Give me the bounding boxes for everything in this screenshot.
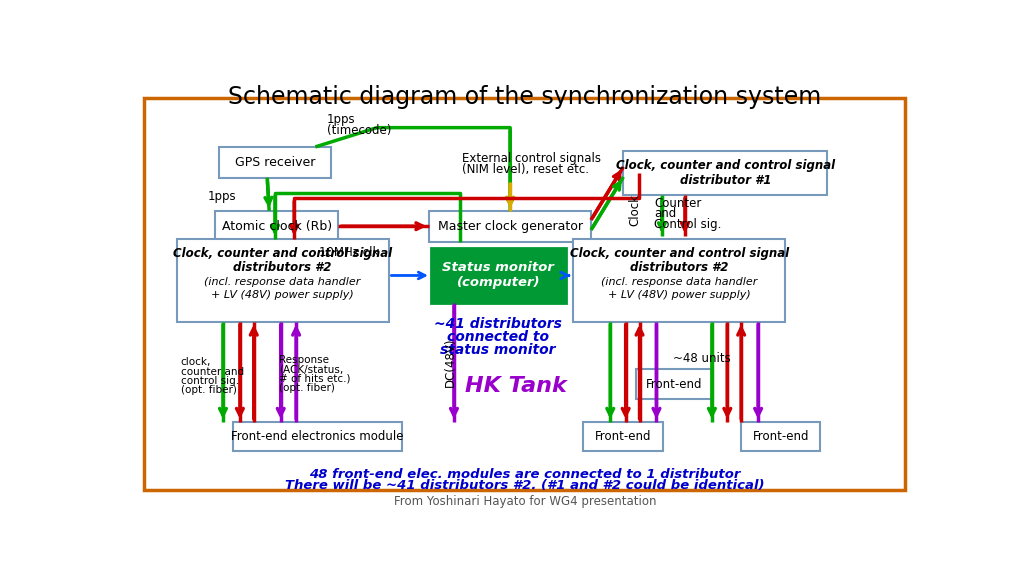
Text: 1pps: 1pps: [208, 191, 237, 203]
Text: distributors #2: distributors #2: [630, 260, 728, 274]
Text: DC(48V): DC(48V): [443, 338, 457, 387]
FancyBboxPatch shape: [219, 147, 331, 177]
Text: (computer): (computer): [457, 276, 540, 289]
Text: Counter: Counter: [654, 196, 701, 210]
FancyBboxPatch shape: [624, 151, 827, 195]
Text: distributors #2: distributors #2: [233, 260, 332, 274]
Text: counter and: counter and: [180, 367, 244, 377]
Text: (incl. response data handler: (incl. response data handler: [601, 278, 758, 287]
Text: Clock, counter and control signal: Clock, counter and control signal: [173, 248, 392, 260]
Text: Clock, counter and control signal: Clock, counter and control signal: [615, 159, 835, 172]
FancyBboxPatch shape: [177, 238, 388, 321]
FancyBboxPatch shape: [429, 211, 591, 241]
FancyBboxPatch shape: [172, 332, 870, 471]
FancyBboxPatch shape: [215, 211, 339, 241]
Text: 48 front-end elec. modules are connected to 1 distributor: 48 front-end elec. modules are connected…: [309, 468, 740, 480]
Text: Master clock generator: Master clock generator: [437, 219, 583, 233]
Text: Front-end: Front-end: [595, 430, 651, 443]
Text: (NIM level), reset etc.: (NIM level), reset etc.: [462, 163, 589, 176]
Text: (ACK/status,: (ACK/status,: [280, 365, 343, 374]
Text: GPS receiver: GPS receiver: [234, 156, 315, 169]
FancyBboxPatch shape: [233, 422, 402, 451]
Text: 10MHz clk: 10MHz clk: [319, 246, 380, 259]
Text: Control sig.: Control sig.: [654, 218, 722, 231]
Text: Response: Response: [280, 355, 329, 365]
Text: (incl. response data handler: (incl. response data handler: [205, 278, 360, 287]
Text: Front-end electronics module: Front-end electronics module: [231, 430, 403, 443]
Text: + LV (48V) power supply): + LV (48V) power supply): [608, 290, 751, 300]
Text: ~48 units: ~48 units: [674, 352, 731, 365]
FancyBboxPatch shape: [431, 248, 565, 303]
FancyBboxPatch shape: [144, 98, 905, 490]
Text: # of hits etc.): # of hits etc.): [280, 374, 350, 384]
Text: Atomic clock (Rb): Atomic clock (Rb): [222, 219, 332, 233]
Text: (opt. fiber): (opt. fiber): [180, 385, 237, 395]
Text: status monitor: status monitor: [440, 343, 556, 357]
Text: There will be ~41 distributors #2. (#1 and #2 could be identical): There will be ~41 distributors #2. (#1 a…: [285, 479, 765, 492]
FancyBboxPatch shape: [636, 369, 713, 399]
Text: ~41 distributors: ~41 distributors: [434, 317, 562, 331]
Text: Front-end: Front-end: [646, 377, 702, 391]
Text: Status monitor: Status monitor: [442, 260, 554, 274]
Text: clock,: clock,: [180, 358, 211, 367]
Text: Clock, counter and control signal: Clock, counter and control signal: [569, 248, 788, 260]
Text: Schematic diagram of the synchronization system: Schematic diagram of the synchronization…: [228, 85, 821, 109]
Text: Clock: Clock: [629, 194, 641, 226]
FancyBboxPatch shape: [584, 422, 663, 451]
FancyBboxPatch shape: [741, 422, 820, 451]
Text: and: and: [654, 207, 677, 221]
Text: (timecode): (timecode): [327, 124, 391, 137]
Text: (opt. fiber): (opt. fiber): [280, 383, 335, 393]
Text: HK Tank: HK Tank: [465, 376, 566, 396]
FancyBboxPatch shape: [573, 238, 785, 321]
Text: distributor #1: distributor #1: [680, 175, 771, 187]
Text: 1pps: 1pps: [327, 113, 355, 127]
Text: + LV (48V) power supply): + LV (48V) power supply): [211, 290, 354, 300]
Text: connected to: connected to: [446, 330, 549, 344]
Text: control sig.: control sig.: [180, 376, 239, 386]
Text: Front-end: Front-end: [753, 430, 809, 443]
Text: External control signals: External control signals: [462, 152, 601, 165]
Text: From Yoshinari Hayato for WG4 presentation: From Yoshinari Hayato for WG4 presentati…: [393, 495, 656, 509]
